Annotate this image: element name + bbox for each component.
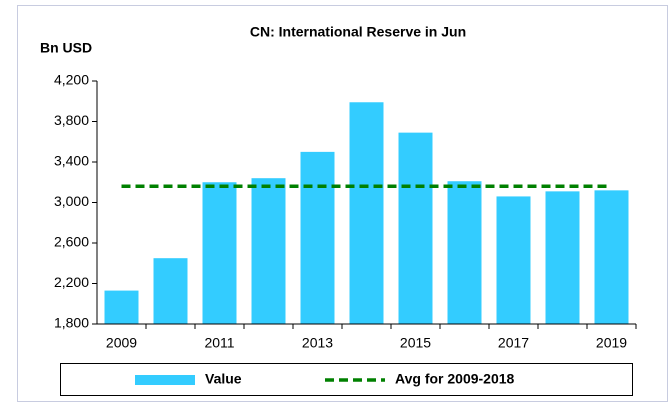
- bar: [594, 190, 629, 324]
- y-tick-label: 3,400: [54, 153, 89, 169]
- bar: [447, 181, 482, 324]
- legend-swatch: [135, 375, 195, 385]
- y-tick-label: 2,600: [54, 234, 89, 250]
- bar: [202, 182, 237, 324]
- x-tick-label: 2009: [106, 335, 137, 351]
- chart-title: CN: International Reserve in Jun: [250, 24, 466, 40]
- bar: [545, 191, 580, 324]
- bar: [153, 258, 188, 324]
- x-tick-label: 2019: [596, 335, 627, 351]
- bar: [104, 290, 139, 324]
- x-tick-label: 2015: [400, 335, 431, 351]
- legend-label: Value: [205, 371, 242, 387]
- y-tick-label: 4,200: [54, 72, 89, 88]
- y-axis-label: Bn USD: [40, 40, 92, 56]
- bar: [349, 102, 384, 324]
- y-tick-label: 2,200: [54, 274, 89, 290]
- legend-box: [60, 363, 633, 396]
- bar: [300, 151, 335, 324]
- bar: [496, 196, 531, 324]
- bar: [398, 132, 433, 324]
- bar: [251, 178, 286, 324]
- x-tick-label: 2013: [302, 335, 333, 351]
- y-tick-label: 3,000: [54, 193, 89, 209]
- x-tick-label: 2017: [498, 335, 529, 351]
- x-tick-label: 2011: [204, 335, 234, 351]
- y-tick-label: 1,800: [54, 315, 89, 331]
- y-tick-label: 3,800: [54, 112, 89, 128]
- legend-label: Avg for 2009-2018: [395, 371, 515, 387]
